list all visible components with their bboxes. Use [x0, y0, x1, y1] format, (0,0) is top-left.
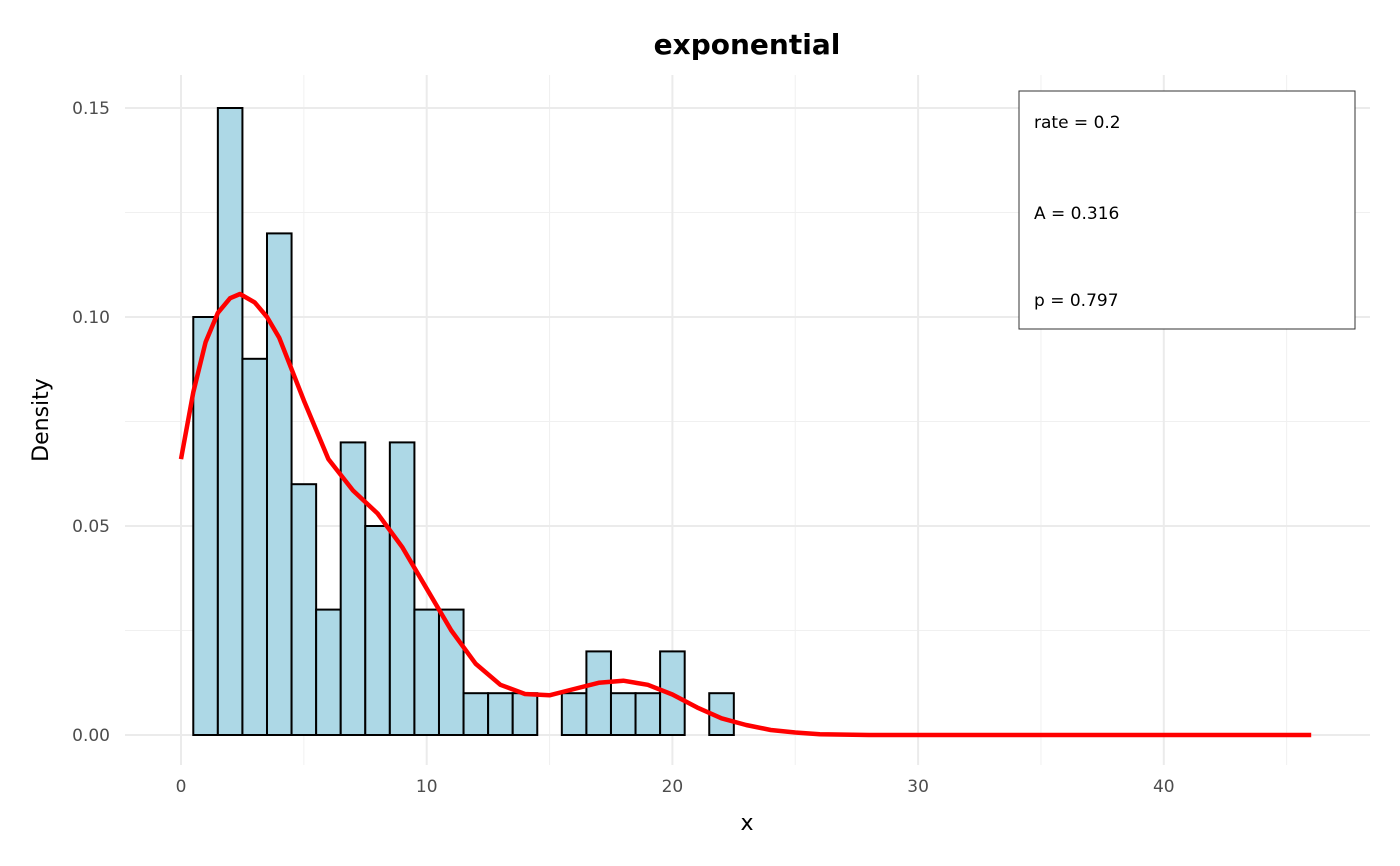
histogram-bar [388, 441, 416, 736]
y-tick-label: 0.10 [72, 308, 110, 328]
chart-title: exponential [654, 28, 841, 61]
histogram-bar [216, 107, 244, 736]
legend-entry-p: p = 0.797 [1034, 291, 1119, 311]
histogram-bar [192, 316, 219, 736]
y-tick-label: 0.15 [72, 99, 110, 119]
legend-entry-a: A = 0.316 [1034, 204, 1119, 224]
x-tick-label: 10 [416, 777, 438, 797]
histogram-bar [560, 692, 588, 737]
legend-box: rate = 0.2 A = 0.316 p = 0.797 [1018, 90, 1356, 330]
x-tick-label: 40 [1153, 777, 1175, 797]
histogram-bar [364, 525, 391, 736]
histogram-bar [634, 692, 662, 737]
histogram-bar [585, 650, 612, 737]
y-tick-label: 0.00 [72, 726, 110, 746]
legend-entry-rate: rate = 0.2 [1034, 113, 1121, 133]
histogram-bar [511, 692, 539, 737]
histogram-bar [315, 608, 342, 736]
histogram-bar [241, 357, 268, 736]
x-tick-label: 0 [176, 777, 187, 797]
histogram-bar [413, 608, 440, 736]
x-tick-label: 30 [907, 777, 929, 797]
density-curve [178, 291, 1312, 738]
y-axis-label: Density [29, 378, 54, 462]
histogram-bar [437, 608, 465, 736]
x-tick-label: 20 [662, 777, 684, 797]
histogram-bar [609, 692, 637, 737]
histogram-bar [265, 232, 293, 736]
histogram-bar [339, 441, 367, 736]
x-axis-label: x [740, 811, 753, 836]
histogram-bar [487, 692, 514, 737]
histogram-bar [462, 692, 490, 737]
y-tick-label: 0.05 [72, 517, 110, 537]
histogram-bar [290, 483, 318, 737]
